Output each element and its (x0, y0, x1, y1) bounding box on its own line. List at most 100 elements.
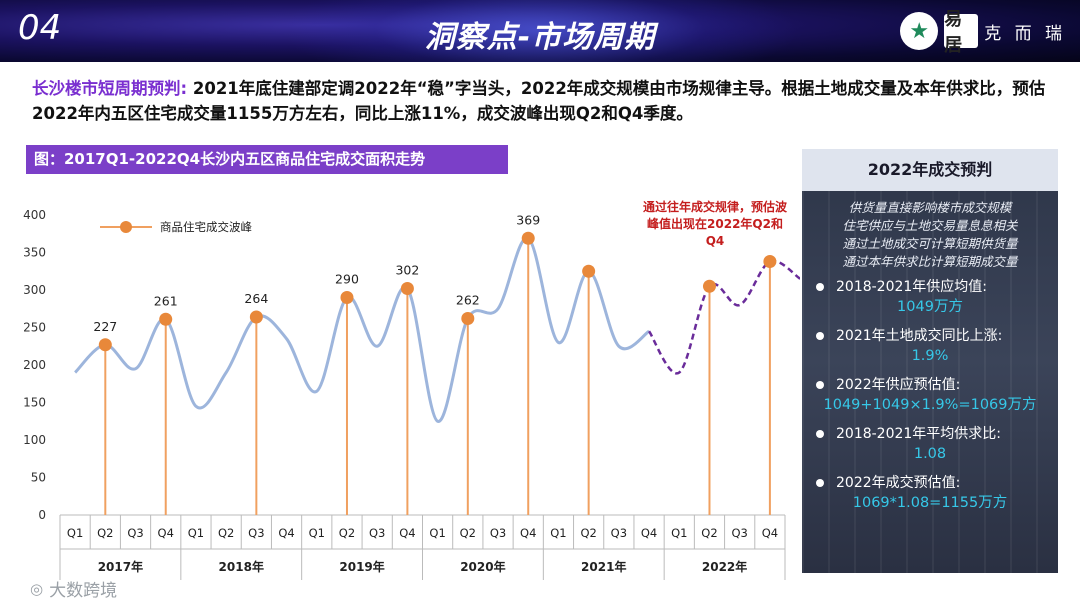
x-tick-label: Q4 (762, 526, 778, 540)
bullet-icon (816, 430, 824, 438)
series-line-forecast (647, 259, 800, 375)
y-tick-label: 100 (23, 433, 46, 447)
x-tick-label: Q3 (369, 526, 385, 540)
item-label: 2022年供应预估值: (802, 375, 1058, 395)
y-tick-label: 50 (31, 471, 46, 485)
x-tick-label: Q4 (641, 526, 657, 540)
item-value: 1049+1049×1.9%=1069万方 (823, 397, 1037, 413)
peak-label: 290 (335, 272, 359, 287)
peak-marker (702, 279, 716, 293)
bullet-icon (816, 479, 824, 487)
x-tick-label: Q1 (550, 526, 566, 540)
peak-marker (98, 338, 112, 352)
item-value: 1049万方 (897, 299, 963, 315)
bullet-icon (816, 283, 824, 291)
bullet-icon (816, 381, 824, 389)
panel-item: 2018-2021年平均供求比: 1.08 (802, 424, 1058, 464)
peak-label: 302 (395, 263, 419, 278)
y-tick-label: 350 (23, 246, 46, 260)
peak-marker (400, 282, 414, 295)
brand-name: 克 而 瑞 (984, 23, 1066, 44)
series-line-actual (74, 236, 650, 423)
x-tick-label: Q2 (460, 526, 476, 540)
x-tick-label: Q1 (67, 526, 83, 540)
section-number: 04 (18, 8, 62, 48)
item-label: 2022年成交预估值: (802, 473, 1058, 493)
item-label-text: 2022年成交预估值: (836, 475, 961, 491)
y-tick-label: 300 (23, 283, 46, 297)
desc-line: 通过土地成交可计算短期供货量 (842, 236, 1018, 251)
y-tick-label: 0 (38, 508, 46, 522)
x-tick-label: Q2 (218, 526, 234, 540)
forecast-annotation: 通过往年成交规律，预估波峰值出现在2022年Q2和Q4 (642, 200, 787, 248)
peak-marker (159, 312, 173, 326)
year-label: 2022年 (702, 559, 747, 574)
y-tick-label: 250 (23, 321, 46, 335)
peak-label: 264 (244, 291, 268, 306)
line-chart: 0 50 100 150 200 250 300 350 400 Q1 Q2 Q3 Q4 Q1 Q2 Q3 Q4… (23, 208, 800, 580)
year-label: 2021年 (581, 559, 626, 574)
y-tick-label: 150 (23, 396, 46, 410)
bullet-icon (816, 332, 824, 340)
x-tick-label: Q4 (399, 526, 415, 540)
x-tick-label: Q2 (580, 526, 596, 540)
item-label-text: 2018-2021年供应均值: (836, 279, 988, 295)
brand-logo: ★ 易居 克 而 瑞 (900, 9, 1066, 56)
year-label: 2019年 (339, 559, 384, 574)
item-label: 2021年土地成交同比上涨: (802, 326, 1058, 346)
watermark-icon: ◎ (30, 579, 44, 598)
x-tick-label: Q3 (490, 526, 506, 540)
item-label: 2018-2021年供应均值: (802, 277, 1058, 297)
panel-description: 供货量直接影响楼市成交规模 住宅供应与土地交易量息息相关 通过土地成交可计算短期… (802, 199, 1058, 271)
watermark: ◎ 大数跨境 (30, 576, 117, 602)
peak-marker (582, 264, 596, 278)
x-tick-label: Q1 (188, 526, 204, 540)
legend-label: 商品住宅成交波峰 (160, 220, 252, 234)
panel-title: 2022年成交预判 (802, 149, 1058, 191)
panel-item: 2022年供应预估值: 1049+1049×1.9%=1069万方 (802, 375, 1058, 415)
x-tick-label: Q4 (158, 526, 174, 540)
year-label: 2018年 (219, 559, 264, 574)
chart-title: 图：2017Q1-2022Q4长沙内五区商品住宅成交面积走势 (26, 145, 508, 174)
x-tick-label: Q2 (97, 526, 113, 540)
x-tick-label: Q3 (127, 526, 143, 540)
panel-item: 2018-2021年供应均值: 1049万方 (802, 277, 1058, 317)
peak-marker (461, 312, 475, 325)
panel-item: 2021年土地成交同比上涨: 1.9% (802, 326, 1058, 366)
forecast-panel: 2022年成交预判 供货量直接影响楼市成交规模 住宅供应与土地交易量息息相关 通… (802, 149, 1058, 573)
item-label: 2018-2021年平均供求比: (802, 424, 1058, 444)
banner-glow (280, 0, 800, 62)
y-tick-label: 200 (23, 358, 46, 372)
x-tick-label: Q1 (671, 526, 687, 540)
item-value: 1.9% (911, 348, 949, 364)
peak-marker (249, 310, 263, 324)
peak-label: 369 (516, 212, 540, 227)
peak-marker (763, 255, 777, 268)
year-label: 2017年 (98, 559, 143, 574)
desc-line: 供货量直接影响楼市成交规模 (848, 200, 1012, 215)
item-label-text: 2021年土地成交同比上涨: (836, 328, 1003, 344)
legend-marker (120, 221, 132, 233)
peak-label: 227 (93, 319, 117, 334)
x-tick-label: Q3 (732, 526, 748, 540)
x-tick-label: Q4 (278, 526, 294, 540)
x-tick-label: Q3 (248, 526, 264, 540)
intro-text: 2021年底住建部定调2022年“稳”字当头，2022年成交规模由市场规律主导。… (32, 79, 1046, 123)
item-label-text: 2022年供应预估值: (836, 377, 961, 393)
x-tick-label: Q1 (429, 526, 445, 540)
panel-items: 2018-2021年供应均值: 1049万方 2021年土地成交同比上涨: 1.… (802, 277, 1058, 522)
intro-paragraph: 长沙楼市短周期预判: 2021年底住建部定调2022年“稳”字当头，2022年成… (32, 76, 1052, 126)
item-value: 1069*1.08=1155万方 (852, 495, 1008, 511)
year-label: 2020年 (460, 559, 505, 574)
item-label-text: 2018-2021年平均供求比: (836, 426, 1002, 442)
peak-marker (521, 231, 535, 245)
peak-marker (340, 291, 354, 304)
page-title: 洞察点-市场周期 (424, 20, 656, 55)
x-tick-label: Q2 (339, 526, 355, 540)
peak-label: 262 (456, 293, 480, 308)
peak-label: 261 (154, 293, 178, 308)
seal-icon: 易居 (944, 9, 979, 56)
desc-line: 通过本年供求比计算短期成交量 (842, 254, 1018, 269)
x-tick-label: Q2 (701, 526, 717, 540)
panel-background (802, 149, 1058, 573)
